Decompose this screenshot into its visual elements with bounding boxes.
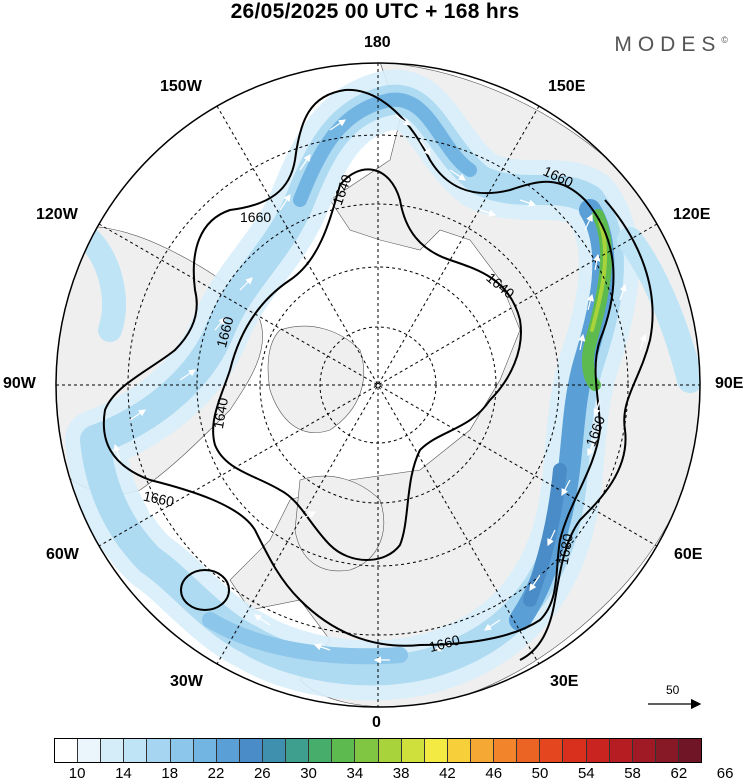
colorbar-tick-label: 14 <box>115 765 132 782</box>
colorbar-swatch <box>355 739 379 762</box>
colorbar-swatch <box>540 739 564 762</box>
colorbar-tick-label: 30 <box>300 765 317 782</box>
colorbar-swatch <box>309 739 333 762</box>
colorbar-swatch <box>494 739 518 762</box>
height-contours <box>102 88 654 661</box>
colorbar-tick-label: 54 <box>577 765 595 782</box>
colorbar-swatch <box>124 739 148 762</box>
colorbar-swatch <box>239 739 263 762</box>
colorbar-swatch <box>586 739 610 762</box>
reference-vector-label: 50 <box>666 683 680 697</box>
contour-label: 1660 <box>213 315 237 349</box>
colorbar <box>54 738 702 763</box>
colorbar-tick-label: 62 <box>670 765 688 782</box>
colorbar-tick-label: 34 <box>346 765 364 782</box>
contour-label: 1640 <box>210 396 231 430</box>
colorbar-tick-label: 10 <box>68 765 86 782</box>
colorbar-swatch <box>609 739 633 762</box>
colorbar-tick-label: 66 <box>716 765 734 782</box>
lon-label-120w: 120W <box>36 206 78 223</box>
lon-label-60w: 60W <box>46 546 79 563</box>
colorbar-swatch <box>470 739 495 762</box>
brand-name: MODES <box>614 33 722 56</box>
brand-mark: © <box>721 35 728 45</box>
map-title: 26/05/2025 00 UTC + 168 hrs <box>230 0 520 23</box>
colorbar-swatch <box>655 739 679 762</box>
colorbar-swatch <box>101 739 125 762</box>
colorbar-tick-label: 26 <box>253 765 271 782</box>
wind-vectors <box>113 114 647 664</box>
colorbar-swatch <box>332 739 356 762</box>
colorbar-swatch <box>563 739 587 762</box>
colorbar-tick-label: 18 <box>161 765 179 782</box>
colorbar-swatch <box>55 739 79 762</box>
colorbar-swatch <box>378 739 402 762</box>
colorbar-swatch <box>424 739 448 762</box>
colorbar-swatch <box>401 739 425 762</box>
lon-label-90e: 90E <box>715 375 744 392</box>
colorbar-swatch <box>78 739 102 762</box>
contour-label: 1660 <box>142 488 176 510</box>
colorbar-swatch <box>147 739 171 762</box>
lon-label-30e: 30E <box>550 673 579 690</box>
colorbar-swatch <box>286 739 310 762</box>
colorbar-swatch <box>170 739 194 762</box>
lon-label-150e: 150E <box>548 78 586 95</box>
colorbar-tick-label: 22 <box>207 765 225 782</box>
contour-label: 1660 <box>427 631 461 655</box>
contour-label-group: 1640 1660 1660 1640 1660 1640 1660 1660 … <box>142 163 608 655</box>
colorbar-swatch <box>517 739 541 762</box>
colorbar-swatch <box>262 739 287 762</box>
contour-label: 1660 <box>240 209 271 225</box>
contour-label: 1680 <box>555 532 576 566</box>
lon-label-0: 0 <box>372 714 381 731</box>
colorbar-swatch <box>216 739 240 762</box>
colorbar-swatch <box>632 739 656 762</box>
lon-label-60e: 60E <box>674 546 703 563</box>
colorbar-tick-label: 58 <box>624 765 641 782</box>
lon-label-150w: 150W <box>160 78 202 95</box>
lon-label-180: 180 <box>364 34 391 51</box>
colorbar-swatch <box>193 739 217 762</box>
lon-label-30w: 30W <box>170 673 203 690</box>
brand-logo: MODES© <box>614 33 728 57</box>
map-boundary <box>55 62 701 708</box>
colorbar-tick-label: 50 <box>531 765 549 782</box>
colorbar-tick-label: 46 <box>485 765 503 782</box>
lon-label-120e: 120E <box>673 206 711 223</box>
colorbar-ticks: 10141822263034384246505458626670 <box>0 765 750 783</box>
colorbar-swatch <box>678 739 702 762</box>
colorbar-tick-label: 42 <box>439 765 456 782</box>
colorbar-swatch <box>447 739 471 762</box>
lon-label-90w: 90W <box>3 375 36 392</box>
colorbar-tick-label: 38 <box>392 765 410 782</box>
